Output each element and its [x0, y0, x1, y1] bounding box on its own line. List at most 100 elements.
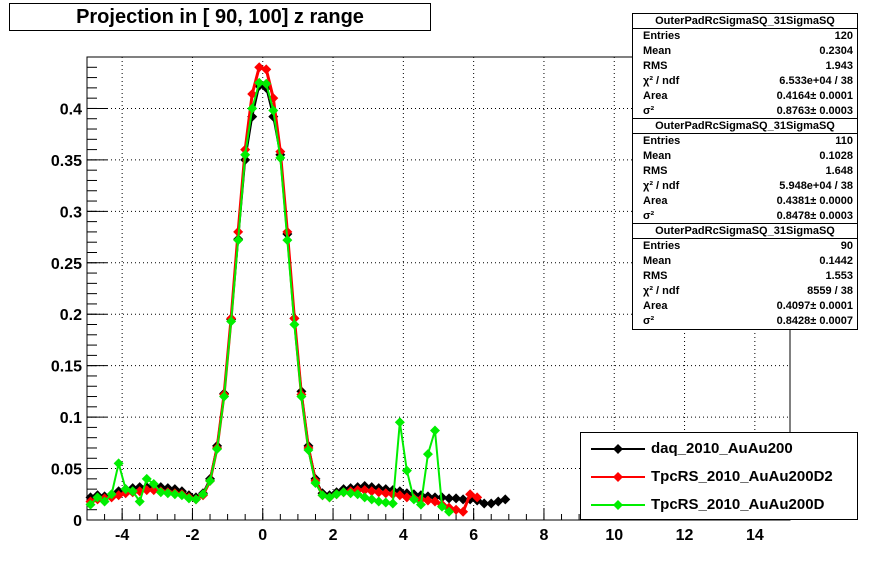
stats-key: σ² [643, 315, 655, 327]
data-point [233, 235, 244, 246]
data-point [289, 319, 300, 330]
stats-key: σ² [643, 210, 655, 222]
data-point [429, 425, 440, 436]
stats-value: 8559 / 38 [807, 285, 853, 297]
data-point [162, 488, 173, 499]
data-point [148, 478, 159, 489]
stats-box-1: OuterPadRcSigmaSQ_31SigmaSQ Entries 120 M… [632, 13, 858, 120]
data-point [352, 489, 363, 500]
data-point [254, 77, 265, 88]
data-point [373, 487, 384, 498]
stats-value: 90 [840, 240, 853, 252]
stats-key: Entries [643, 135, 681, 147]
data-point [444, 493, 455, 504]
x-tick-label: 6 [469, 527, 478, 544]
legend-label: TpcRS_2010_AuAu200D [651, 496, 825, 513]
stats-value: 0.1442 [819, 255, 853, 267]
legend-marker-tpcrs-d [591, 500, 645, 510]
stats-key: RMS [643, 165, 668, 177]
data-point [226, 316, 237, 327]
stats-value: 1.648 [825, 165, 853, 177]
x-tick-label: 0 [258, 527, 267, 544]
data-point [275, 152, 286, 163]
data-point [444, 506, 455, 517]
data-point [422, 449, 433, 460]
data-point [324, 492, 335, 503]
data-point [345, 488, 356, 499]
stats-key: Area [643, 90, 668, 102]
y-tick-label: 0.15 [51, 359, 82, 376]
legend-item-tpcrs-d2: TpcRS_2010_AuAu200D2 [581, 464, 857, 490]
data-point [183, 493, 194, 504]
data-point [85, 499, 96, 510]
stats-value: 110 [835, 135, 853, 147]
data-point [205, 475, 216, 486]
data-point [127, 486, 138, 497]
legend-item-tpcrs-d: TpcRS_2010_AuAu200D [581, 492, 857, 518]
data-point [422, 495, 433, 506]
data-point [458, 506, 469, 517]
stats-key: Mean [643, 255, 672, 267]
x-tick-label: 8 [539, 527, 548, 544]
x-tick-label: -2 [185, 527, 199, 544]
stats-value: 0.2304 [819, 45, 853, 57]
data-point [197, 489, 208, 500]
stats-key: Area [643, 300, 668, 312]
data-point [247, 103, 258, 114]
data-point [394, 417, 405, 428]
data-point [99, 496, 110, 507]
data-point [338, 487, 349, 498]
stats-value: 0.4097± 0.0001 [776, 300, 853, 312]
y-tick-label: 0 [73, 513, 82, 530]
data-point [500, 494, 511, 505]
data-point [134, 496, 145, 507]
data-point [408, 494, 419, 505]
stats-value: 1.553 [825, 270, 853, 282]
x-tick-label: 12 [676, 527, 694, 544]
y-tick-label: 0.3 [60, 204, 82, 221]
stats-box-2: OuterPadRcSigmaSQ_31SigmaSQ Entries 110 M… [632, 118, 858, 225]
stats-value: 6.533e+04 / 38 [779, 75, 853, 87]
stats-value: 0.8428± 0.0007 [776, 315, 853, 327]
stats-value: 120 [834, 30, 853, 42]
title-box: Projection in [ 90, 100] z range [9, 3, 431, 31]
stats-value: 0.8478± 0.0003 [776, 210, 853, 222]
legend: daq_2010_AuAu200 TpcRS_2010_AuAu200D2 Tp… [580, 432, 858, 520]
stats-value: 0.4164± 0.0001 [776, 90, 853, 102]
data-point [387, 498, 398, 509]
stats-value: 1.943 [825, 60, 853, 72]
legend-label: daq_2010_AuAu200 [651, 440, 793, 457]
data-point [282, 235, 293, 246]
y-tick-label: 0.05 [51, 462, 82, 479]
stats-value: 0.1028 [819, 150, 853, 162]
data-point [359, 485, 370, 496]
data-point [92, 492, 103, 503]
stats-key: RMS [643, 60, 668, 72]
data-point [366, 486, 377, 497]
stats-value: 0.8763± 0.0003 [776, 105, 853, 117]
data-point [176, 490, 187, 501]
y-tick-labels: 0 0.05 0.1 0.15 0.2 0.25 0.3 0.35 0.4 [51, 101, 82, 530]
stats-value: 5.948e+04 / 38 [779, 180, 853, 192]
data-point [190, 494, 201, 505]
data-point [373, 496, 384, 507]
data-point [472, 492, 483, 503]
data-point [479, 498, 490, 509]
data-point [296, 391, 307, 402]
data-point [429, 496, 440, 507]
stats-key: Entries [643, 240, 681, 252]
x-tick-label: 10 [605, 527, 623, 544]
data-point [310, 477, 321, 488]
stats-key: RMS [643, 270, 668, 282]
data-point [106, 489, 117, 500]
y-tick-label: 0.35 [51, 153, 82, 170]
data-point [212, 444, 223, 455]
stats-key: χ² / ndf [643, 285, 680, 297]
data-point [113, 458, 124, 469]
data-point [261, 78, 272, 89]
data-point [169, 489, 180, 500]
legend-marker-tpcrs-d2 [591, 472, 645, 482]
stats-key: σ² [643, 105, 655, 117]
data-point [155, 487, 166, 498]
legend-marker-daq [591, 444, 645, 454]
